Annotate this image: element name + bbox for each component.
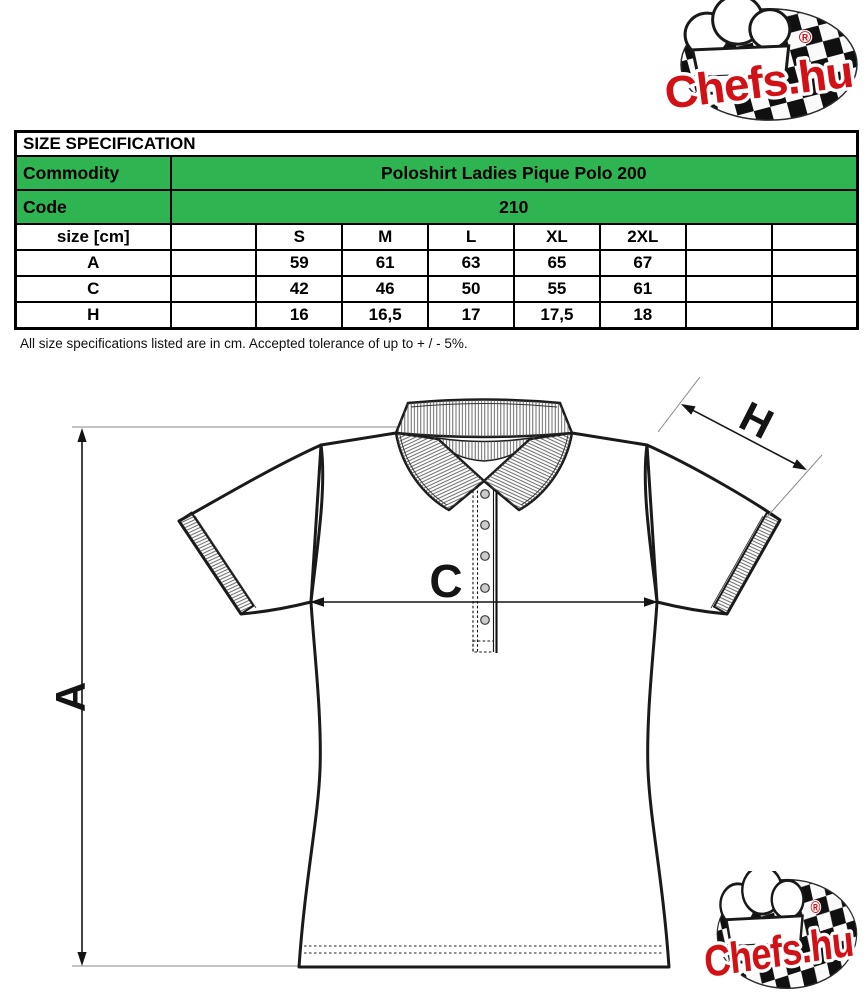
cell: 55 [513,275,601,303]
commodity-value: Poloshirt Ladies Pique Polo 200 [169,155,859,191]
cell: 17,5 [513,301,601,330]
dimension-h-label: H [732,392,780,448]
code-value: 210 [169,189,859,225]
cell [770,249,859,277]
button [480,551,490,561]
size-col-s: S [255,223,344,251]
code-label: Code [14,189,172,225]
commodity-label: Commodity [14,155,172,191]
cell [169,275,258,303]
row-label: C [14,275,172,303]
cell: 16,5 [341,301,430,330]
size-unit-label: size [cm] [14,223,172,251]
size-col [684,223,773,251]
dimension-a-arrow: A [47,428,94,966]
cell [169,249,258,277]
chefs-hu-logo-top [653,0,865,127]
hem-stitching [304,945,664,954]
button-placket [471,480,498,653]
size-specification-table: SIZE SPECIFICATION Commodity Poloshirt L… [14,130,859,330]
dimension-a-label: A [47,682,94,712]
cuff-right [712,511,782,616]
cell: 61 [598,275,687,303]
cell: 50 [427,275,515,303]
dimension-c-arrow: C [310,555,658,607]
cell: 17 [427,301,515,330]
cell [684,275,773,303]
cell [770,301,859,330]
size-header-row: size [cm] S M L XL 2XL [14,223,859,251]
buttons [480,489,490,625]
chefs-hu-logo-bottom [695,871,863,995]
cell: 63 [427,249,515,277]
cuff-left [177,511,255,616]
cell: 46 [341,275,430,303]
button [480,489,490,499]
cell [684,301,773,330]
size-col-m: M [341,223,430,251]
cell [770,275,859,303]
size-col [169,223,258,251]
size-col-l: L [427,223,515,251]
button [480,615,490,625]
dimension-extension-lines [72,426,435,967]
size-col [770,223,859,251]
measure-row-a: A 59 61 63 65 67 [14,249,859,277]
tolerance-note: All size specifications listed are in cm… [20,336,468,351]
row-label: H [14,301,172,330]
cell: 18 [598,301,687,330]
row-label: A [14,249,172,277]
cell: 65 [513,249,601,277]
measure-row-h: H 16 16,5 17 17,5 18 [14,301,859,330]
size-col-xl: XL [513,223,601,251]
dimension-c-label: C [429,555,462,607]
cell: 42 [255,275,344,303]
cell: 59 [255,249,344,277]
button [480,583,490,593]
cell: 67 [598,249,687,277]
measure-row-c: C 42 46 50 55 61 [14,275,859,303]
ribbed-collar [394,398,574,512]
cell: 61 [341,249,430,277]
size-col-2xl: 2XL [598,223,687,251]
cell [684,249,773,277]
button [480,520,490,530]
cell [169,301,258,330]
cell: 16 [255,301,344,330]
